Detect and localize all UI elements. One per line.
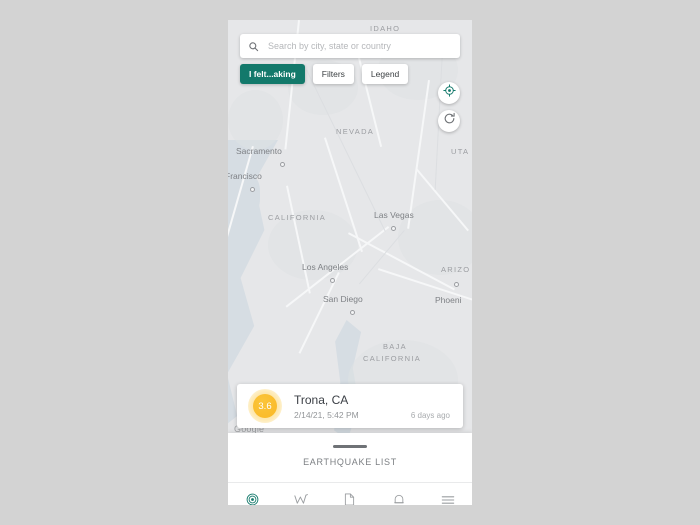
- hamburger-icon: [441, 493, 455, 506]
- tab-recent[interactable]: Recent: [228, 483, 277, 505]
- waveform-w-icon: [293, 493, 309, 506]
- event-relative-time: 6 days ago: [410, 410, 450, 420]
- event-datetime: 2/14/21, 5:42 PM: [294, 409, 359, 420]
- terrain-shade-3: [268, 210, 358, 280]
- map-dot-las-vegas: [391, 226, 396, 231]
- tab-more[interactable]: More: [423, 483, 472, 505]
- bottom-tab-bar: Recent MyShake Data My Log: [228, 482, 472, 505]
- map-dot-san-diego: [350, 310, 355, 315]
- badge-magnitude: 3.6: [258, 400, 272, 412]
- earthquake-list-sheet[interactable]: EARTHQUAKE LIST: [228, 433, 472, 482]
- map-label-arizona: ARIZO: [441, 265, 471, 274]
- map-label-idaho: IDAHO: [370, 24, 401, 33]
- map-dot-san-francisco: [250, 187, 255, 192]
- tab-my-log[interactable]: My Log: [326, 483, 375, 505]
- google-attribution: Google: [234, 424, 265, 433]
- document-icon: [344, 493, 355, 505]
- filters-button[interactable]: Filters: [312, 64, 354, 84]
- my-location-button[interactable]: [438, 82, 460, 104]
- map-label-sacramento: Sacramento: [236, 146, 282, 156]
- map-label-las-vegas: Las Vegas: [374, 210, 414, 220]
- magnitude-badge: 3.6: [248, 389, 282, 423]
- map-dot-phoenix: [454, 282, 459, 287]
- map-dot-los-angeles: [330, 278, 335, 283]
- refresh-icon: [443, 112, 456, 130]
- coast-inlet-sf: [246, 178, 260, 212]
- tab-myshake-data[interactable]: MyShake Data: [277, 483, 326, 505]
- earthquake-event-card[interactable]: 3.6 Trona, CA 2/14/21, 5:42 PM 6 days ag…: [237, 384, 463, 428]
- map-label-baja: BAJA: [383, 342, 407, 351]
- legend-button[interactable]: Legend: [361, 64, 409, 84]
- map-label-nevada: NEVADA: [336, 127, 375, 136]
- highway-3: [298, 272, 340, 354]
- i-felt-shaking-button[interactable]: I felt...aking: [240, 64, 305, 84]
- refresh-button[interactable]: [438, 110, 460, 132]
- bell-icon: [393, 493, 405, 506]
- search-input[interactable]: [266, 40, 452, 52]
- map-label-utah: UTA: [451, 147, 470, 156]
- search-icon: [248, 41, 259, 52]
- map-label-san-francisco: Francisco: [228, 171, 262, 181]
- search-bar[interactable]: [240, 34, 460, 58]
- badge-core: 3.6: [253, 394, 277, 418]
- card-text-block: Trona, CA 2/14/21, 5:42 PM 6 days ago: [294, 393, 452, 420]
- event-meta-row: 2/14/21, 5:42 PM 6 days ago: [294, 410, 452, 420]
- crosshair-location-icon: [442, 84, 456, 102]
- map-filter-chip-row: I felt...aking Filters Legend: [240, 64, 409, 84]
- map-dot-sacramento: [280, 162, 285, 167]
- terrain-shade-6: [228, 90, 283, 150]
- map-label-california: CALIFORNIA: [268, 213, 327, 222]
- map-label-san-diego: San Diego: [323, 294, 363, 304]
- phone-screen: IDAHO NEVADA UTA CALIFORNIA ARIZO BAJA C…: [228, 20, 472, 505]
- sheet-title: EARTHQUAKE LIST: [303, 457, 397, 467]
- target-rings-icon: [246, 493, 259, 505]
- tab-notifications[interactable]: Notifications: [374, 483, 423, 505]
- sheet-drag-handle[interactable]: [333, 445, 367, 448]
- map-label-baja-california: CALIFORNIA: [363, 354, 422, 363]
- map-label-los-angeles: Los Angeles: [302, 262, 349, 272]
- event-location: Trona, CA: [294, 392, 349, 407]
- map-label-phoenix: Phoeni: [435, 295, 462, 305]
